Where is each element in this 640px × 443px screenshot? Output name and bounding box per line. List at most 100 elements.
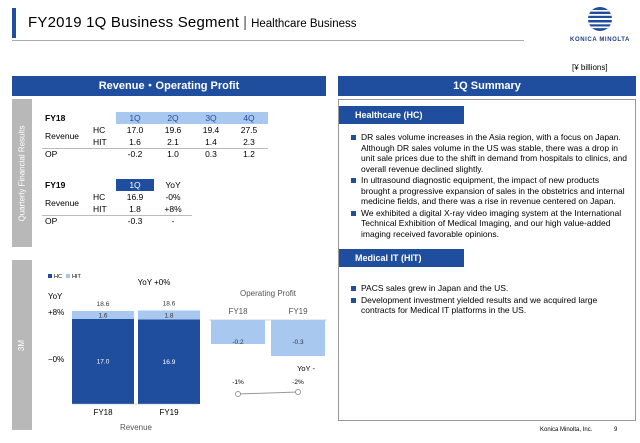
fy18-hit-q2: 2.1 — [154, 136, 192, 149]
op-chart-title: Operating Profit — [240, 289, 297, 298]
fy19-hc-q1: 16.9 — [126, 192, 144, 202]
summary-header: 1Q Summary — [338, 76, 636, 96]
fy19-hit-q1: 1.8 — [116, 203, 154, 216]
fy18-op-q2: 1.0 — [167, 149, 179, 160]
fy19-hit-row: HIT 1.8 +8% — [42, 203, 192, 216]
hit-bullets: PACS sales grew in Japan and the US. Dev… — [351, 283, 629, 316]
fy19-q1-header: 1Q — [116, 179, 154, 191]
side-label-3m: 3M — [12, 260, 32, 430]
revenue-bar-hit-fy18 — [72, 311, 134, 319]
hit-section-tag: Medical IT (HIT) — [339, 249, 464, 267]
fy19-hit-label: HIT — [90, 203, 116, 216]
revenue-total-label-fy18: 18.6 — [97, 301, 110, 308]
revenue-x-label-fy18: FY18 — [93, 408, 113, 417]
yoy-hit-label: +8% — [48, 308, 64, 317]
fy18-hc-q3: 19.4 — [202, 125, 220, 135]
revenue-hc-label-fy18: 17.0 — [97, 359, 110, 366]
op-x-label-fy18: FY18 — [228, 307, 248, 316]
yoy-label: YoY — [48, 292, 63, 301]
fy19-revenue-label: Revenue — [42, 191, 90, 216]
operating-profit-chart: Operating Profit FY18 FY19 -0.2 -0.3 YoY … — [209, 289, 327, 397]
title-accent-bar — [12, 8, 16, 38]
page-title-main: FY2019 1Q Business Segment — [28, 14, 240, 31]
company-logo: KONICA MINOLTA — [566, 6, 634, 46]
fy19-op-yoy: - — [171, 216, 175, 227]
globe-logo-icon — [588, 7, 612, 31]
fy19-hc-row: Revenue HC 16.9 -0% — [42, 191, 192, 216]
hit-bullet-2: Development investment yielded results a… — [351, 295, 629, 316]
title-separator: | — [243, 14, 248, 31]
summary-panel: Healthcare (HC) DR sales volume increase… — [338, 99, 636, 421]
fy19-op-row: OP -0.3 - — [42, 215, 192, 227]
revenue-total-label-fy19: 18.6 — [163, 301, 176, 308]
op-x-label-fy19: FY19 — [288, 307, 308, 316]
fy18-hit-row: HIT 1.6 2.1 1.4 2.3 — [42, 136, 268, 149]
title-underline — [12, 40, 524, 41]
op-margin-point-fy19 — [295, 389, 301, 395]
fy18-hc-q4: 27.5 — [240, 125, 258, 135]
op-value-label-fy19: -0.3 — [292, 339, 304, 346]
fy18-op-q3: 0.3 — [205, 149, 217, 160]
op-bar-fy19 — [271, 320, 325, 356]
fy19-op-q1: -0.3 — [127, 216, 143, 227]
hc-bullet-2: In ultrasound diagnostic equipment, the … — [351, 175, 629, 207]
legend-hc-swatch — [48, 274, 52, 278]
hc-section-tag: Healthcare (HC) — [339, 106, 464, 124]
fy19-yoy-header: YoY — [165, 180, 181, 190]
hc-bullet-3: We exhibited a digital X-ray video imagi… — [351, 208, 629, 240]
fy19-label: FY19 — [45, 180, 66, 190]
op-value-label-fy18: -0.2 — [232, 339, 244, 346]
footer-company: Konica Minolta, Inc. — [540, 427, 593, 433]
fy18-label: FY18 — [45, 113, 66, 123]
op-margin-line — [237, 391, 299, 395]
hc-bullets: DR sales volume increases in the Asia re… — [351, 132, 629, 239]
fy18-op-q1: -0.2 — [127, 149, 143, 160]
legend-hit-swatch — [66, 274, 70, 278]
footer-page-number: 9 — [614, 427, 618, 433]
fy18-op-row: OP -0.2 1.0 0.3 1.2 — [42, 148, 268, 160]
fy19-op-label: OP — [45, 216, 58, 227]
fy18-q2-header: 2Q — [154, 112, 192, 124]
legend-hc-label: HC — [54, 274, 62, 280]
yoy-total-label: YoY +0% — [138, 278, 171, 287]
unit-label: [¥ billions] — [572, 63, 608, 72]
revenue-bars: 17.0 1.6 18.6 16.9 1.8 18.6 — [72, 301, 200, 404]
fy19-table: FY19 1Q YoY Revenue HC 16.9 -0% HIT 1.8 … — [42, 179, 192, 227]
revenue-chart: HC HIT YoY +0% YoY +8% −0% 17.0 1.6 18.6 16… — [48, 274, 200, 432]
revenue-hit-label-fy18: 1.6 — [98, 313, 107, 320]
op-margin-point-fy18 — [235, 391, 241, 397]
fy18-q3-header: 3Q — [192, 112, 230, 124]
fy18-q4-header: 4Q — [230, 112, 268, 124]
hc-bullet-1: DR sales volume increases in the Asia re… — [351, 132, 629, 174]
revenue-bar-hc-fy18 — [72, 319, 134, 404]
hit-bullet-1: PACS sales grew in Japan and the US. — [351, 283, 629, 294]
yoy-hc-label: −0% — [48, 355, 64, 364]
fy18-op-q4: 1.2 — [243, 149, 255, 160]
fy18-hc-q1: 17.0 — [126, 125, 144, 135]
op-margin-fy19: -2% — [292, 379, 304, 386]
fy18-hc-q2: 19.6 — [164, 125, 182, 135]
page-subtitle: Healthcare Business — [251, 18, 357, 30]
fy18-hit-label: HIT — [90, 136, 116, 149]
fy18-hc-row: Revenue HC 17.0 19.6 19.4 27.5 — [42, 124, 268, 149]
fy18-hit-q4: 2.3 — [230, 136, 268, 149]
revenue-hit-label-fy19: 1.8 — [164, 313, 173, 320]
fy19-hit-yoy: +8% — [154, 203, 192, 216]
fy19-header-row: FY19 1Q YoY — [42, 179, 192, 191]
fy19-hc-yoy: -0% — [165, 192, 181, 202]
op-yoy-label: YoY - — [297, 364, 315, 373]
revenue-hc-label-fy19: 16.9 — [163, 359, 176, 366]
fy19-hc-label: HC — [93, 192, 106, 202]
op-bar-fy18 — [211, 320, 265, 344]
fy18-op-label: OP — [45, 149, 58, 160]
page-title: FY2019 1Q Business Segment | Healthcare Bu… — [28, 14, 357, 31]
revenue-bar-hc-fy19 — [138, 319, 200, 404]
op-bars: -0.2 -0.3 — [211, 320, 325, 356]
fy18-hit-q1: 1.6 — [116, 136, 154, 149]
revenue-x-axis-title: Revenue — [120, 423, 153, 432]
revenue-bar-hit-fy19 — [138, 310, 200, 320]
fy18-header-row: FY18 1Q 2Q 3Q 4Q — [42, 112, 268, 124]
fy18-table: FY18 1Q 2Q 3Q 4Q Revenue HC 17.0 19.6 19… — [42, 112, 268, 160]
op-margin-fy18: -1% — [232, 379, 244, 386]
fy18-hc-label: HC — [93, 125, 106, 135]
